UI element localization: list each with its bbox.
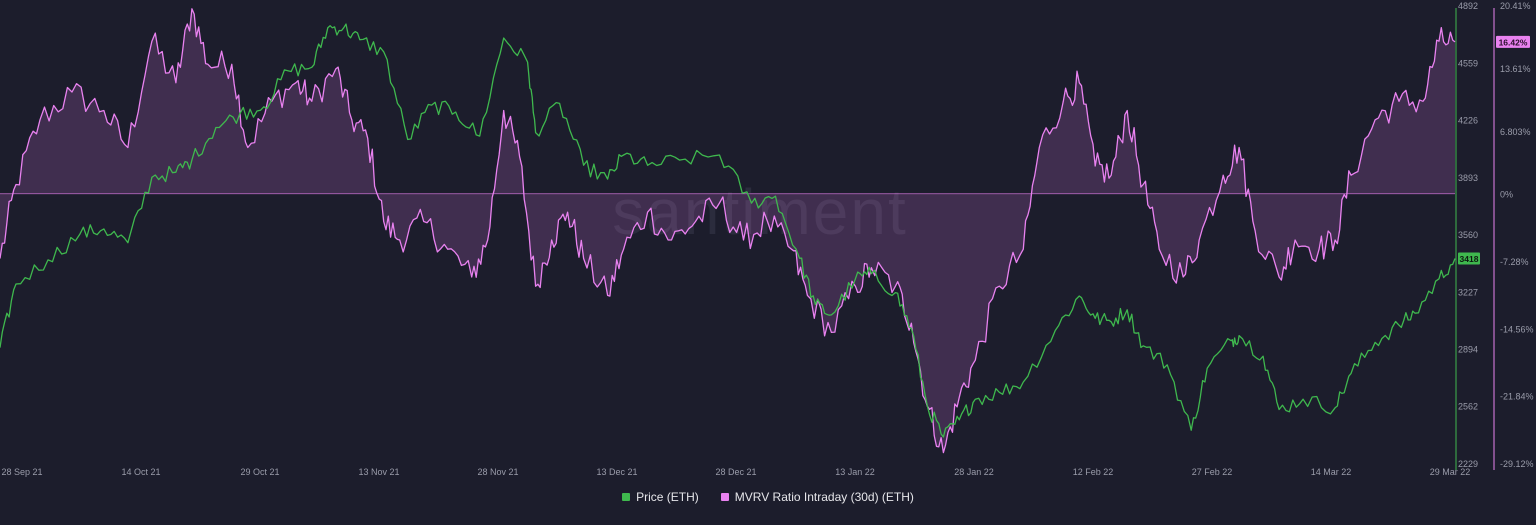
price-axis-tick-label: 2562 bbox=[1458, 402, 1478, 412]
x-axis-tick-label: 14 Oct 21 bbox=[121, 467, 160, 477]
price-axis-tick-label: 3227 bbox=[1458, 287, 1478, 297]
mvrv-series-line[interactable] bbox=[0, 8, 1456, 454]
mvrv-axis-tick-label: 6.803% bbox=[1500, 127, 1531, 137]
price-axis-tick-label: 2229 bbox=[1458, 459, 1478, 469]
price-axis-tick-label: 4226 bbox=[1458, 116, 1478, 126]
x-axis-tick-label: 29 Oct 21 bbox=[240, 467, 279, 477]
price-series-layer bbox=[0, 23, 1456, 438]
mvrv-current-value-text: 16.42% bbox=[1499, 37, 1528, 47]
legend-item-price[interactable]: Price (ETH) bbox=[622, 490, 699, 504]
mvrv-axis-tick-label: 20.41% bbox=[1500, 1, 1531, 11]
legend-swatch-price bbox=[622, 493, 631, 501]
axes-layer: 4892 4559 4226 3893 3560 3227 2894 2562 2229 20.4… bbox=[1, 1, 1533, 477]
x-axis-tick-label: 13 Jan 22 bbox=[835, 467, 875, 477]
legend-label-price: Price (ETH) bbox=[636, 490, 699, 504]
mvrv-axis-tick-label: -21.84% bbox=[1500, 392, 1534, 402]
legend-swatch-mvrv bbox=[720, 493, 729, 501]
x-axis-tick-label: 27 Feb 22 bbox=[1192, 467, 1233, 477]
mvrv-series-layer bbox=[0, 8, 1456, 454]
x-axis-tick-label: 14 Mar 22 bbox=[1311, 467, 1352, 477]
price-axis-tick-label: 3560 bbox=[1458, 230, 1478, 240]
mvrv-area-fill bbox=[0, 8, 1455, 453]
x-axis-tick-label: 28 Nov 21 bbox=[477, 467, 518, 477]
mvrv-axis-tick-label: 13.61% bbox=[1500, 64, 1531, 74]
mvrv-axis-tick-label: 0% bbox=[1500, 190, 1513, 200]
x-axis-tick-label: 29 Mar 22 bbox=[1430, 467, 1471, 477]
price-axis-tick-label: 4559 bbox=[1458, 58, 1478, 68]
price-axis-tick-label: 3893 bbox=[1458, 173, 1478, 183]
x-axis-tick-label: 13 Dec 21 bbox=[596, 467, 637, 477]
mvrv-axis-tick-label: -14.56% bbox=[1500, 324, 1534, 334]
price-series-line[interactable] bbox=[0, 23, 1456, 438]
mvrv-current-value-badge bbox=[1496, 35, 1530, 48]
mvrv-axis-tick-label: -29.12% bbox=[1500, 459, 1534, 469]
price-current-value-badge bbox=[1458, 252, 1480, 265]
price-axis-tick-label: 2894 bbox=[1458, 345, 1478, 355]
legend-item-mvrv[interactable]: MVRV Ratio Intraday (30d) (ETH) bbox=[720, 490, 914, 504]
legend-label-mvrv: MVRV Ratio Intraday (30d) (ETH) bbox=[734, 490, 914, 504]
chart-legend: Price (ETH) MVRV Ratio Intraday (30d) (E… bbox=[0, 490, 1536, 504]
x-axis-tick-label: 28 Sep 21 bbox=[1, 467, 42, 477]
mvrv-axis-tick-label: -7.28% bbox=[1500, 257, 1529, 267]
price-current-value-text: 3418 bbox=[1460, 254, 1479, 264]
x-axis-tick-label: 12 Feb 22 bbox=[1073, 467, 1114, 477]
watermark-logo: santiment bbox=[612, 176, 907, 248]
x-axis-tick-label: 28 Jan 22 bbox=[954, 467, 994, 477]
price-axis-tick-label: 4892 bbox=[1458, 1, 1478, 11]
x-axis-tick-label: 28 Dec 21 bbox=[715, 467, 756, 477]
x-axis-tick-label: 13 Nov 21 bbox=[358, 467, 399, 477]
